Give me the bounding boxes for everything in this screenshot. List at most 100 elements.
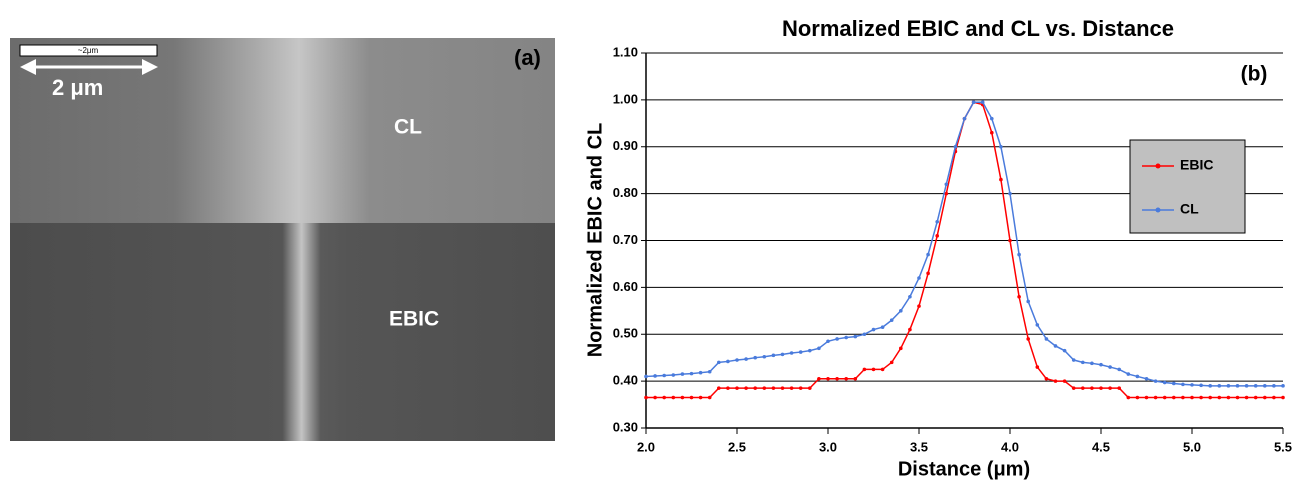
point — [789, 386, 794, 390]
legend-marker — [1155, 163, 1161, 169]
point — [1162, 380, 1167, 385]
x-tick-label: 2.5 — [728, 439, 746, 454]
ebic-label: EBIC — [389, 308, 439, 331]
point — [1199, 383, 1203, 388]
point — [726, 359, 730, 364]
point — [808, 348, 812, 353]
y-tick-label: 0.60 — [613, 279, 638, 294]
point — [762, 386, 767, 390]
point — [1071, 358, 1076, 362]
point — [1035, 365, 1040, 369]
point — [880, 325, 885, 330]
cl-image — [10, 38, 555, 223]
point — [1153, 395, 1158, 400]
point — [908, 294, 912, 299]
scale-label: 2 μm — [52, 75, 103, 100]
point — [707, 369, 712, 374]
point — [889, 360, 894, 365]
point — [1181, 395, 1185, 400]
point — [1108, 386, 1112, 390]
point — [1035, 323, 1040, 327]
point — [1099, 362, 1103, 367]
point — [1108, 365, 1112, 369]
legend-marker — [1155, 207, 1161, 213]
point — [1281, 395, 1285, 400]
point — [744, 386, 748, 390]
point — [1126, 395, 1131, 400]
point — [1253, 384, 1258, 388]
point — [826, 376, 830, 381]
y-tick-label: 0.50 — [613, 326, 638, 341]
y-tick-label: 1.10 — [613, 44, 638, 59]
point — [698, 395, 703, 400]
point — [771, 353, 776, 358]
point — [717, 386, 721, 390]
x-tick-label: 4.0 — [1001, 439, 1019, 454]
legend-label: CL — [1180, 201, 1199, 217]
point — [780, 386, 785, 390]
point — [1008, 191, 1012, 196]
point — [1044, 337, 1049, 341]
point — [944, 191, 949, 196]
point — [1217, 395, 1222, 400]
point — [1217, 384, 1222, 388]
point — [844, 335, 848, 340]
point — [780, 352, 785, 357]
point — [1190, 383, 1194, 387]
annotation: (b) — [1241, 63, 1268, 86]
point — [1081, 360, 1085, 365]
point — [844, 376, 848, 381]
point — [999, 177, 1003, 182]
point — [762, 354, 767, 359]
cl-label: CL — [394, 116, 422, 139]
point — [644, 374, 648, 379]
point — [1008, 238, 1012, 243]
point — [1226, 395, 1231, 400]
x-tick-label: 5.5 — [1274, 439, 1292, 454]
point — [889, 318, 894, 322]
point — [1026, 299, 1030, 304]
y-tick-label: 0.80 — [613, 185, 638, 200]
point — [662, 373, 666, 378]
point — [935, 219, 939, 224]
point — [1117, 386, 1121, 390]
panel-label: (a) — [514, 45, 541, 70]
y-tick-label: 0.70 — [613, 232, 638, 247]
point — [908, 327, 912, 332]
point — [671, 373, 676, 377]
point — [662, 395, 666, 400]
point — [871, 327, 876, 332]
point — [1135, 395, 1140, 400]
point — [926, 252, 930, 257]
point — [1181, 382, 1185, 387]
point — [798, 386, 803, 390]
point — [862, 332, 867, 337]
point — [1044, 376, 1049, 381]
point — [1253, 395, 1258, 400]
y-tick-label: 0.30 — [613, 419, 638, 434]
point — [671, 395, 676, 400]
point — [1026, 337, 1030, 341]
point — [744, 357, 748, 361]
point — [926, 271, 930, 276]
point — [917, 304, 921, 308]
point — [1126, 372, 1131, 376]
point — [1071, 386, 1076, 390]
point — [817, 346, 821, 351]
point — [1272, 384, 1276, 388]
point — [1053, 379, 1058, 383]
ebic-image — [10, 223, 555, 441]
point — [798, 350, 803, 354]
point — [1090, 386, 1094, 390]
point — [990, 116, 994, 121]
point — [1235, 384, 1240, 388]
point — [1144, 376, 1149, 381]
point — [1244, 395, 1249, 400]
x-tick-label: 3.5 — [910, 439, 928, 454]
x-axis-label: Distance (μm) — [898, 458, 1030, 480]
point — [1081, 386, 1085, 390]
point — [862, 367, 867, 372]
point — [789, 351, 794, 355]
point — [1226, 384, 1231, 388]
